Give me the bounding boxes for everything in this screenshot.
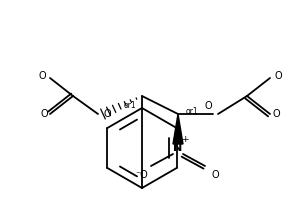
Text: O: O	[40, 109, 48, 119]
Text: O: O	[272, 109, 280, 119]
Text: N: N	[173, 143, 183, 153]
Text: or1: or1	[124, 102, 136, 110]
Text: O: O	[211, 170, 219, 180]
Text: ⁻O: ⁻O	[136, 170, 148, 180]
Text: O: O	[38, 71, 46, 81]
Polygon shape	[173, 114, 183, 144]
Text: O: O	[204, 101, 212, 111]
Text: O: O	[103, 109, 111, 119]
Text: O: O	[274, 71, 282, 81]
Text: +: +	[181, 135, 189, 145]
Text: or1: or1	[186, 106, 198, 116]
